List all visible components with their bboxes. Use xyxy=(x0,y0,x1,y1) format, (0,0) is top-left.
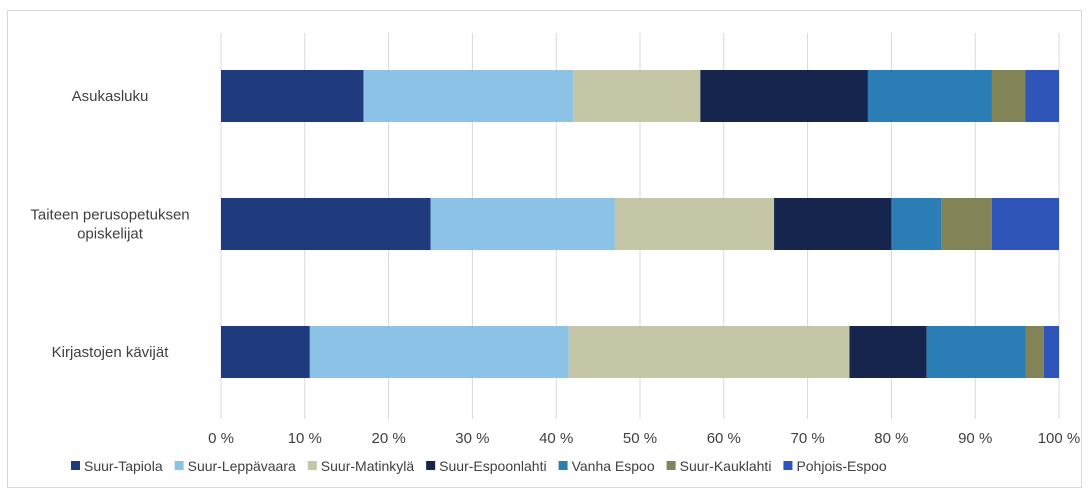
bar-segment xyxy=(309,326,569,378)
bar-segment xyxy=(991,70,1026,122)
legend-label: Suur-Matinkylä xyxy=(321,458,415,474)
bar-segment xyxy=(926,326,1026,378)
legend-item: Suur-Tapiola xyxy=(71,458,163,474)
legend-swatch xyxy=(426,461,436,470)
x-tick-label: 50 % xyxy=(623,430,657,447)
legend-item: Pohjois-Espoo xyxy=(783,458,887,474)
bar-segment xyxy=(572,70,701,122)
legend-item: Suur-Matinkylä xyxy=(307,458,415,474)
bar-segment xyxy=(221,326,310,378)
x-tick-label: 10 % xyxy=(288,430,322,447)
category-label: Taiteen perusopetuksen opiskelijat xyxy=(30,207,189,243)
bar-segment xyxy=(363,70,573,122)
category-label: Asukasluku xyxy=(72,88,149,105)
x-tick-label: 0 % xyxy=(208,430,234,447)
x-tick-label: 30 % xyxy=(455,430,489,447)
bar-segment xyxy=(1043,326,1059,378)
legend-swatch xyxy=(174,461,184,470)
bar-segment xyxy=(867,70,992,122)
legend-swatch xyxy=(558,461,568,470)
bar-segment xyxy=(221,70,364,122)
bar-segment xyxy=(941,198,992,250)
bar-segment xyxy=(1025,70,1059,122)
x-tick-labels: 0 % 10 % 20 % 30 % 40 % 50 % 60 % 70 % 80 % 90 % 1… xyxy=(208,430,1080,447)
x-tick-label: 80 % xyxy=(874,430,908,447)
legend-label: Suur-Kauklahti xyxy=(680,458,772,474)
legend-swatch xyxy=(666,461,676,470)
chart-frame: Asukasluku Taiteen perusopetuksen opiskeli… xyxy=(7,10,1082,488)
legend-label: Vanha Espoo xyxy=(572,458,655,474)
bar-segment xyxy=(700,70,868,122)
x-tick-label: 40 % xyxy=(539,430,573,447)
bar-segment xyxy=(221,198,431,250)
bar-segment xyxy=(614,198,775,250)
legend-label: Suur-Leppävaara xyxy=(188,458,296,474)
x-tick-label: 60 % xyxy=(707,430,741,447)
legend-item: Suur-Leppävaara xyxy=(174,458,296,474)
stacked-bar-chart: Asukasluku Taiteen perusopetuksen opiskeli… xyxy=(30,33,1080,474)
bar-segment xyxy=(891,198,942,250)
bar-segment xyxy=(774,198,892,250)
legend-item: Suur-Kauklahti xyxy=(666,458,772,474)
legend-swatch xyxy=(71,461,80,470)
legend-label: Pohjois-Espoo xyxy=(796,458,886,474)
bar-segment xyxy=(430,198,615,250)
bar-segment xyxy=(991,198,1059,250)
x-tick-label: 90 % xyxy=(958,430,992,447)
legend: Suur-Tapiola Suur-Leppävaara Suur-Matinkyl… xyxy=(71,458,887,474)
legend-swatch xyxy=(783,461,793,470)
x-tick-label: 100 % xyxy=(1038,430,1081,447)
bars xyxy=(221,70,1059,378)
category-label: Kirjastojen kävijät xyxy=(52,344,170,361)
legend-item: Suur-Espoonlahti xyxy=(426,458,547,474)
x-tick-label: 20 % xyxy=(371,430,405,447)
bar-segment xyxy=(1025,326,1044,378)
bar-segment xyxy=(849,326,927,378)
category-labels: Asukasluku Taiteen perusopetuksen opiskeli… xyxy=(30,88,189,361)
legend-label: Suur-Espoonlahti xyxy=(439,458,546,474)
legend-label: Suur-Tapiola xyxy=(84,458,163,474)
x-tick-label: 70 % xyxy=(790,430,824,447)
bar-segment xyxy=(568,326,850,378)
legend-item: Vanha Espoo xyxy=(558,458,655,474)
legend-swatch xyxy=(307,461,317,470)
